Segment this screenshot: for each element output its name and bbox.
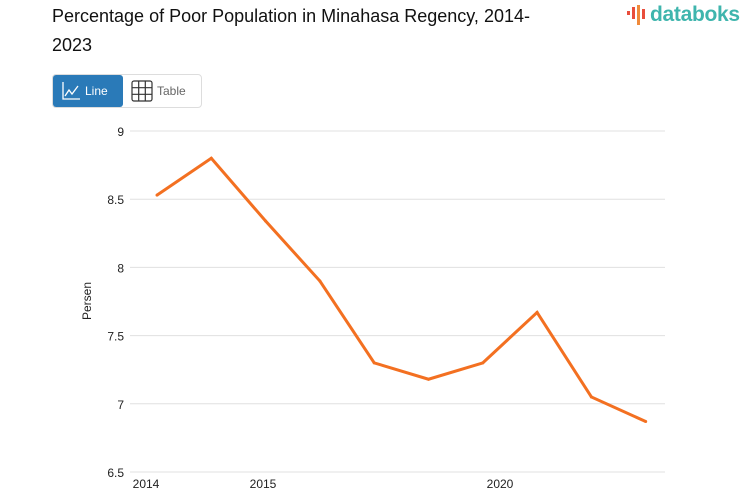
y-tick-label: 8 (117, 261, 124, 275)
y-tick-label: 9 (117, 125, 124, 139)
data-point-2014[interactable] (155, 193, 159, 197)
x-tick-label: 2014 (133, 477, 160, 491)
data-point-2022[interactable] (589, 395, 593, 399)
line-label: Line (85, 84, 108, 98)
table-view-button[interactable]: Table (123, 75, 194, 107)
data-point-2018[interactable] (372, 361, 376, 365)
chart-title: Percentage of Poor Population in Minahas… (52, 6, 530, 55)
x-tick-label: 2015 (250, 477, 277, 491)
data-point-2020[interactable] (481, 361, 485, 365)
logo-bars-icon (627, 5, 645, 25)
table-label: Table (157, 84, 186, 98)
data-point-2023[interactable] (644, 420, 648, 424)
data-point-2015[interactable] (209, 156, 213, 160)
data-point-2019[interactable] (427, 377, 430, 381)
line-chart-icon (62, 82, 80, 100)
data-point-2017[interactable] (318, 279, 322, 283)
data-point-2021[interactable] (535, 310, 539, 314)
view-toggle: Line Table (52, 74, 202, 108)
table-grid-icon (131, 80, 153, 102)
y-tick-label: 6.5 (107, 466, 124, 480)
y-axis-label: Persen (80, 282, 94, 320)
data-point-2016[interactable] (264, 219, 268, 223)
logo-text: databoks (650, 3, 740, 26)
line-view-button[interactable]: Line (53, 75, 123, 107)
y-tick-label: 7.5 (107, 330, 124, 344)
databoks-logo: databoks (626, 3, 740, 27)
series-line (156, 156, 647, 423)
y-tick-label: 8.5 (107, 193, 124, 207)
y-tick-label: 7 (117, 398, 124, 412)
x-tick-label: 2020 (487, 477, 514, 491)
